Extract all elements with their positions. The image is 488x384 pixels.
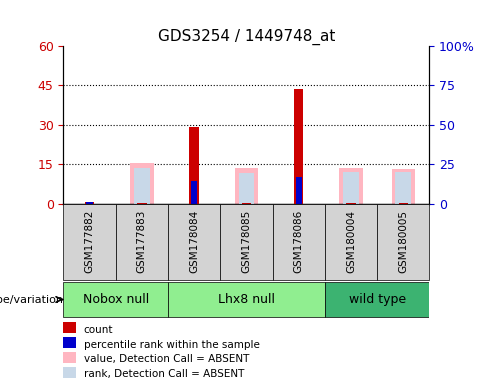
Text: Lhx8 null: Lhx8 null (218, 293, 275, 306)
Bar (235, 168, 258, 204)
Text: value, Detection Call = ABSENT: value, Detection Call = ABSENT (83, 354, 249, 364)
Text: GSM177883: GSM177883 (137, 210, 147, 273)
Text: GSM180005: GSM180005 (398, 210, 408, 273)
Text: count: count (83, 325, 113, 335)
Bar (130, 163, 154, 204)
Bar (399, 203, 408, 204)
FancyBboxPatch shape (325, 204, 377, 280)
Text: percentile rank within the sample: percentile rank within the sample (83, 339, 260, 349)
Bar (296, 177, 302, 204)
Bar (63, 367, 76, 378)
Bar (294, 89, 304, 204)
Bar (85, 202, 94, 204)
Text: GSM177882: GSM177882 (84, 210, 95, 273)
Bar (395, 172, 411, 204)
FancyBboxPatch shape (220, 204, 273, 280)
Bar (134, 168, 150, 204)
Title: GDS3254 / 1449748_at: GDS3254 / 1449748_at (158, 28, 335, 45)
Bar (137, 203, 146, 204)
Text: GSM178085: GSM178085 (242, 210, 251, 273)
Bar (339, 168, 363, 204)
Bar (343, 172, 359, 204)
Bar (191, 182, 197, 204)
Bar (239, 173, 254, 204)
Bar (189, 127, 199, 204)
FancyBboxPatch shape (377, 204, 429, 280)
FancyBboxPatch shape (325, 282, 429, 317)
FancyBboxPatch shape (63, 204, 116, 280)
Text: GSM178084: GSM178084 (189, 210, 199, 273)
Text: GSM178086: GSM178086 (294, 210, 304, 273)
Text: rank, Detection Call = ABSENT: rank, Detection Call = ABSENT (83, 369, 244, 379)
Bar (391, 169, 415, 204)
Bar (242, 203, 251, 204)
Bar (63, 337, 76, 348)
FancyBboxPatch shape (168, 204, 220, 280)
Bar (63, 323, 76, 333)
Text: genotype/variation: genotype/variation (0, 295, 63, 305)
Text: wild type: wild type (348, 293, 406, 306)
FancyBboxPatch shape (168, 282, 325, 317)
FancyBboxPatch shape (116, 204, 168, 280)
Text: Nobox null: Nobox null (82, 293, 149, 306)
Text: GSM180004: GSM180004 (346, 210, 356, 273)
FancyBboxPatch shape (273, 204, 325, 280)
Bar (86, 202, 93, 204)
Bar (346, 203, 356, 204)
FancyBboxPatch shape (63, 282, 168, 317)
Bar (63, 352, 76, 363)
